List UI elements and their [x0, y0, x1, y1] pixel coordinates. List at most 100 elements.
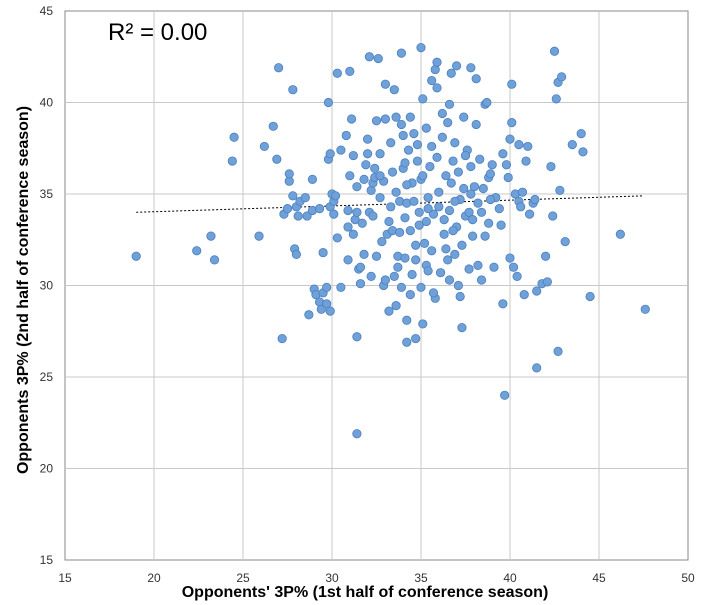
data-point — [282, 204, 293, 214]
data-point — [446, 178, 456, 188]
data-point — [476, 275, 487, 285]
data-point — [475, 154, 485, 164]
data-point — [517, 187, 528, 197]
data-point — [505, 253, 515, 263]
data-point — [423, 266, 433, 276]
data-point — [288, 85, 298, 95]
data-point — [484, 218, 494, 228]
data-point — [411, 255, 421, 265]
data-point — [512, 271, 522, 281]
data-point — [400, 213, 410, 223]
data-point — [364, 52, 374, 62]
data-point — [468, 215, 478, 225]
data-point — [523, 141, 533, 152]
data-point — [371, 116, 382, 126]
data-point — [362, 149, 373, 159]
data-point — [377, 236, 387, 247]
data-point — [434, 187, 444, 197]
data-point — [443, 118, 453, 128]
data-point — [393, 262, 403, 272]
data-point — [444, 205, 455, 216]
data-point — [359, 174, 369, 184]
data-point — [560, 236, 570, 247]
data-point — [400, 253, 410, 263]
data-point — [357, 218, 367, 228]
data-point — [555, 185, 565, 195]
data-point — [332, 233, 342, 243]
data-point — [425, 161, 435, 172]
data-point — [476, 207, 487, 217]
data-point — [400, 158, 410, 168]
data-point — [259, 141, 269, 152]
data-point — [439, 229, 449, 239]
data-point — [428, 288, 439, 298]
y-axis-title: Opponents 3P% (2nd half of conference se… — [15, 106, 32, 474]
data-point — [229, 132, 239, 142]
data-point — [496, 220, 506, 230]
data-point — [362, 134, 373, 144]
y-tick-label: 25 — [40, 370, 54, 384]
x-tick-label: 15 — [58, 571, 72, 585]
data-point — [411, 333, 421, 344]
data-point — [322, 282, 332, 292]
data-point — [405, 112, 415, 122]
data-point — [366, 271, 376, 281]
data-point — [469, 182, 479, 192]
data-point — [416, 42, 426, 53]
data-point — [318, 247, 328, 258]
data-point — [396, 119, 407, 130]
data-point — [448, 226, 458, 236]
data-point — [409, 129, 419, 139]
data-point — [428, 209, 439, 219]
data-point — [361, 160, 371, 170]
data-point — [519, 290, 529, 300]
data-point — [380, 114, 390, 124]
data-point — [330, 191, 341, 201]
data-point — [548, 211, 558, 221]
data-point — [478, 183, 488, 194]
data-point — [437, 132, 447, 142]
data-point — [487, 160, 497, 170]
data-point — [391, 301, 401, 311]
data-point — [578, 147, 588, 157]
data-point — [192, 246, 202, 256]
data-point — [325, 149, 335, 159]
data-point — [457, 322, 467, 333]
data-point — [489, 262, 499, 272]
data-point — [459, 112, 469, 122]
data-point — [345, 171, 355, 181]
data-point — [419, 238, 430, 249]
data-point — [371, 251, 382, 261]
data-point — [414, 220, 424, 230]
data-point — [284, 169, 294, 179]
x-tick-label: 35 — [414, 571, 428, 585]
data-point — [444, 275, 455, 285]
data-point — [398, 130, 408, 141]
data-point — [391, 187, 401, 197]
data-points — [131, 42, 650, 439]
data-point — [567, 139, 577, 150]
data-point — [368, 211, 378, 221]
data-point — [524, 209, 535, 219]
data-point — [314, 204, 325, 214]
data-point — [432, 57, 442, 67]
data-point — [409, 196, 419, 206]
data-point — [549, 46, 560, 56]
data-point — [459, 183, 469, 194]
data-point — [384, 306, 394, 316]
data-point — [336, 282, 346, 292]
data-point — [403, 145, 414, 155]
data-point — [507, 79, 517, 89]
data-point — [411, 240, 421, 250]
gridlines — [65, 11, 688, 560]
data-point — [332, 68, 342, 78]
data-point — [516, 202, 526, 212]
data-point — [473, 198, 483, 208]
data-point — [451, 61, 462, 71]
data-point — [359, 249, 369, 259]
data-point — [418, 319, 428, 329]
data-point — [434, 202, 444, 212]
data-point — [389, 271, 399, 281]
data-point — [375, 171, 385, 181]
